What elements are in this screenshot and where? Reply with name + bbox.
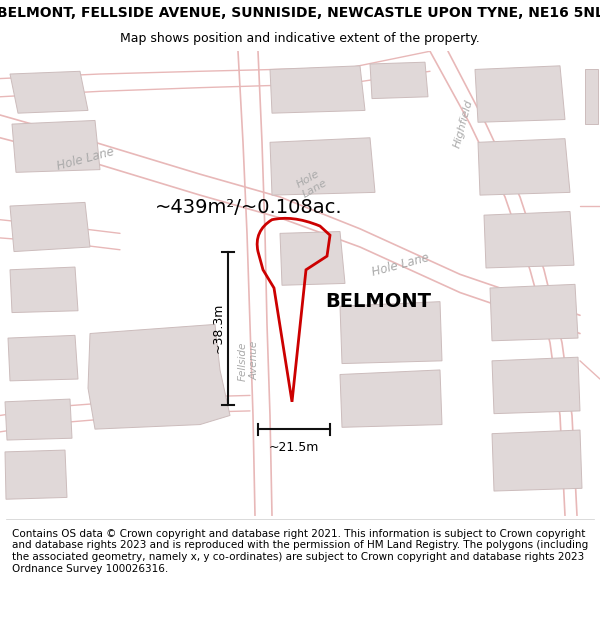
Text: Map shows position and indicative extent of the property.: Map shows position and indicative extent… — [120, 32, 480, 45]
Polygon shape — [492, 357, 580, 414]
Polygon shape — [10, 267, 78, 312]
Text: BELMONT: BELMONT — [325, 292, 431, 311]
Polygon shape — [340, 302, 442, 364]
Text: Hole Lane: Hole Lane — [55, 145, 115, 172]
Text: ~439m²/~0.108ac.: ~439m²/~0.108ac. — [155, 198, 343, 217]
Polygon shape — [88, 324, 230, 429]
Polygon shape — [10, 71, 88, 113]
Text: BELMONT, FELLSIDE AVENUE, SUNNISIDE, NEWCASTLE UPON TYNE, NE16 5NL: BELMONT, FELLSIDE AVENUE, SUNNISIDE, NEW… — [0, 6, 600, 20]
Polygon shape — [0, 51, 430, 97]
Polygon shape — [490, 284, 578, 341]
Polygon shape — [270, 138, 375, 195]
Polygon shape — [12, 121, 100, 172]
Text: ~21.5m: ~21.5m — [269, 441, 319, 454]
Polygon shape — [475, 66, 565, 122]
Polygon shape — [8, 336, 78, 381]
Polygon shape — [238, 51, 272, 516]
Polygon shape — [10, 202, 90, 252]
Polygon shape — [270, 66, 365, 113]
Polygon shape — [280, 231, 345, 285]
Text: Fellside
Avenue: Fellside Avenue — [238, 341, 260, 381]
Polygon shape — [370, 62, 428, 99]
Text: Highfield: Highfield — [452, 99, 475, 149]
Polygon shape — [492, 430, 582, 491]
Polygon shape — [484, 211, 574, 268]
Polygon shape — [340, 370, 442, 428]
Polygon shape — [585, 69, 598, 124]
Text: Hole
Lane: Hole Lane — [295, 167, 329, 199]
Text: Contains OS data © Crown copyright and database right 2021. This information is : Contains OS data © Crown copyright and d… — [12, 529, 588, 574]
Polygon shape — [0, 115, 580, 334]
Polygon shape — [430, 51, 577, 516]
Polygon shape — [478, 139, 570, 195]
Text: Hole Lane: Hole Lane — [370, 251, 430, 279]
Polygon shape — [5, 399, 72, 440]
Text: ~38.3m: ~38.3m — [212, 303, 224, 353]
Polygon shape — [5, 450, 67, 499]
